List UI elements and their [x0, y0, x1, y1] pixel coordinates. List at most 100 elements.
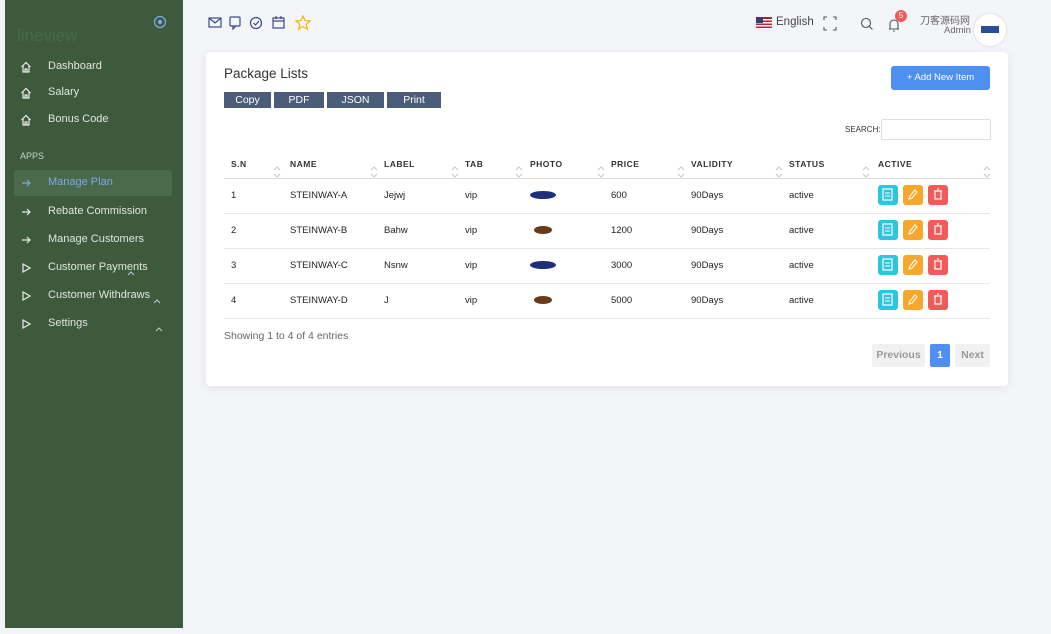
menu-item[interactable]: Settings: [48, 317, 88, 329]
action-button[interactable]: [928, 185, 948, 205]
action-button[interactable]: [903, 255, 923, 275]
sidebar: [5, 0, 183, 628]
table-cell: 90Days: [691, 295, 724, 306]
page-button[interactable]: 1: [930, 344, 950, 367]
sort-icon[interactable]: [370, 168, 378, 186]
table-cell: 3000: [611, 260, 633, 271]
expand-icon[interactable]: [127, 263, 135, 281]
action-button[interactable]: [878, 255, 898, 275]
icon: [882, 258, 893, 271]
sort-icon[interactable]: [862, 168, 870, 186]
export-button[interactable]: PDF: [274, 92, 324, 108]
menu-item[interactable]: Bonus Code: [48, 113, 109, 125]
expand-icon[interactable]: [153, 291, 161, 309]
export-button[interactable]: JSON: [327, 92, 384, 108]
sort-icon[interactable]: [597, 168, 605, 186]
icon: [22, 318, 32, 330]
sort-icon[interactable]: [370, 158, 378, 176]
action-button[interactable]: [903, 220, 923, 240]
site-name: 刀客源码网: [920, 16, 970, 27]
column-header[interactable]: STATUS: [789, 159, 825, 169]
header-icons[interactable]: [822, 14, 902, 36]
sort-icon[interactable]: [273, 168, 281, 186]
table-cell: vip: [465, 225, 478, 236]
icon: [677, 166, 685, 171]
icon: [908, 189, 918, 200]
quick-icons[interactable]: [206, 12, 331, 34]
menu-item[interactable]: Rebate Commission: [48, 205, 148, 217]
prev-button[interactable]: Previous: [872, 344, 925, 367]
logo: lineview: [17, 26, 78, 45]
menu-item[interactable]: Customer Withdraws: [48, 289, 151, 301]
column-header[interactable]: PRICE: [611, 159, 640, 169]
table-info: Showing 1 to 4 of 4 entries: [224, 330, 349, 342]
sort-icon[interactable]: [862, 158, 870, 176]
sort-icon[interactable]: [451, 168, 459, 186]
sort-icon[interactable]: [451, 158, 459, 176]
icon: [22, 208, 31, 216]
action-button[interactable]: [878, 220, 898, 240]
column-header[interactable]: LABEL: [384, 159, 415, 169]
icon: [515, 173, 523, 178]
avatar[interactable]: [974, 14, 1006, 46]
sort-icon[interactable]: [775, 158, 783, 176]
column-header[interactable]: ACTIVE: [878, 159, 913, 169]
action-button[interactable]: [928, 290, 948, 310]
column-header[interactable]: NAME: [290, 159, 318, 169]
table-cell: STEINWAY-D: [290, 295, 348, 306]
language[interactable]: English: [776, 16, 814, 28]
expand-icon[interactable]: [155, 319, 163, 337]
action-button[interactable]: [928, 220, 948, 240]
avatar-logo: [981, 26, 999, 33]
sort-icon[interactable]: [983, 158, 991, 176]
action-button[interactable]: [903, 290, 923, 310]
icon: [534, 226, 552, 234]
icon: [983, 173, 991, 178]
sort-icon[interactable]: [677, 158, 685, 176]
icon: [908, 259, 918, 270]
icon: [775, 173, 783, 178]
action-button[interactable]: [878, 185, 898, 205]
column-header[interactable]: PHOTO: [530, 159, 563, 169]
table-cell: 90Days: [691, 225, 724, 236]
action-button[interactable]: [928, 255, 948, 275]
icon: [22, 290, 32, 302]
header-rule: [224, 178, 990, 179]
menu-item[interactable]: Salary: [48, 86, 80, 98]
add-button[interactable]: + Add New Item: [891, 66, 990, 90]
photo: [529, 223, 557, 242]
menu-icon: [20, 176, 32, 194]
search-input[interactable]: [881, 119, 991, 140]
sort-icon[interactable]: [677, 168, 685, 186]
sort-icon[interactable]: [515, 168, 523, 186]
sort-icon[interactable]: [983, 168, 991, 186]
action-button[interactable]: [878, 290, 898, 310]
sort-icon[interactable]: [597, 158, 605, 176]
table-cell: STEINWAY-A: [290, 190, 348, 201]
column-header[interactable]: VALIDITY: [691, 159, 734, 169]
menu-item[interactable]: Manage Customers: [48, 233, 144, 245]
sort-icon[interactable]: [775, 168, 783, 186]
icon: [934, 223, 942, 235]
icon: [597, 173, 605, 178]
toggle-icon[interactable]: [153, 15, 167, 29]
toolbar-icons: [206, 12, 331, 34]
sort-icon[interactable]: [515, 158, 523, 176]
icon: [22, 179, 31, 187]
menu-item[interactable]: Manage Plan: [48, 176, 113, 188]
user-role: Admin: [944, 25, 971, 36]
flag-icon: [756, 17, 772, 28]
table-cell: active: [789, 295, 814, 306]
column-header[interactable]: TAB: [465, 159, 484, 169]
menu-icon: [20, 317, 32, 335]
column-header[interactable]: S.N: [231, 159, 247, 169]
export-button[interactable]: Copy: [224, 92, 271, 108]
table-cell: 3: [231, 260, 237, 271]
next-button[interactable]: Next: [955, 344, 990, 367]
export-button[interactable]: Print: [387, 92, 441, 108]
menu-item[interactable]: Dashboard: [48, 60, 102, 72]
menu-item[interactable]: Customer Payments: [48, 261, 148, 273]
sort-icon[interactable]: [273, 158, 281, 176]
action-button[interactable]: [903, 185, 923, 205]
row-rule: [224, 248, 990, 249]
